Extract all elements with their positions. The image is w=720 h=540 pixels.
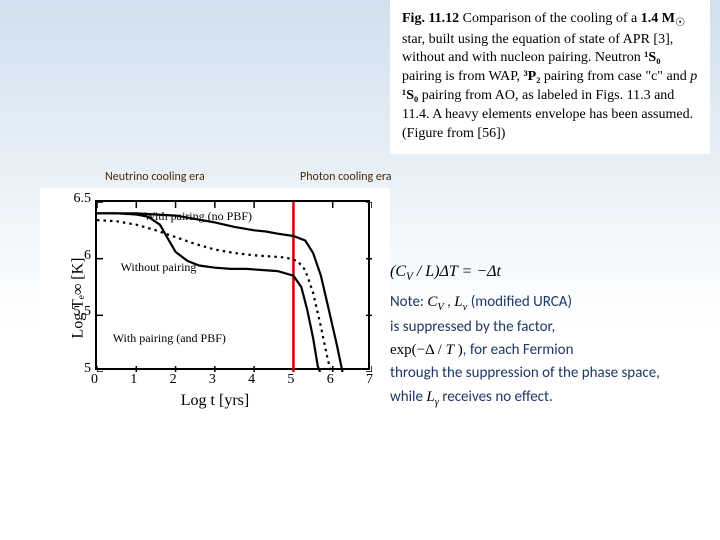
figure-number: Fig. 11.12: [402, 11, 459, 26]
term-1s0-b: ¹S₀: [402, 88, 418, 103]
x-tick: 5: [287, 372, 294, 388]
sun-symbol: ☉: [675, 16, 685, 29]
term-1s0: ¹S₀: [644, 50, 660, 65]
y-tick: 6: [65, 248, 91, 264]
note-text: through the suppression of the phase spa…: [390, 362, 710, 385]
cooling-chart: Log Tₑ∞ [K] Log t [yrs] With pairing (no…: [40, 188, 390, 408]
equation-notes: (CV / L)ΔT = −Δt Note: CV , Lν (modified…: [390, 260, 710, 411]
plot-svg: [97, 202, 372, 372]
curve-label: With pairing (no PBF): [144, 209, 252, 224]
plot-area: With pairing (no PBF) Without pairing With…: [95, 200, 370, 370]
caption-text: star, built using the equation of state …: [402, 32, 673, 66]
curve-label: With pairing (and PBF): [113, 331, 226, 346]
note-text: receives no effect.: [439, 388, 553, 406]
term-3p2: ³P₂: [523, 69, 540, 84]
y-tick: 6.5: [65, 191, 91, 207]
x-axis-label: Log t [yrs]: [181, 392, 249, 410]
figure-caption: Fig. 11.12 Comparison of the cooling of …: [390, 0, 710, 154]
caption-text: pairing is from WAP,: [402, 69, 523, 84]
note-text: (modified URCA): [467, 293, 572, 311]
y-tick: 5.5: [65, 304, 91, 320]
x-tick: 7: [366, 372, 373, 388]
equation: (CV / L)ΔT = −Δt: [390, 263, 501, 280]
x-tick: 2: [170, 372, 177, 388]
caption-text: pairing from case "c" and: [540, 69, 690, 84]
caption-text: Comparison of the cooling of a: [459, 11, 641, 26]
curve-label: Without pairing: [121, 260, 197, 275]
y-axis-label: Log Tₑ∞ [K]: [69, 258, 87, 339]
photon-era-label: Photon cooling era: [300, 170, 392, 184]
x-tick: 6: [327, 372, 334, 388]
proton-p: p: [690, 69, 697, 84]
x-tick: 1: [130, 372, 137, 388]
x-tick: 3: [209, 372, 216, 388]
note-text: Note:: [390, 293, 427, 311]
x-tick: 0: [91, 372, 98, 388]
caption-mass: 1.4 M: [641, 11, 675, 26]
x-tick: 4: [248, 372, 255, 388]
note-text: while: [390, 388, 426, 406]
caption-text: pairing from AO, as labeled in Figs. 11.…: [402, 88, 693, 141]
neutrino-era-label: Neutrino cooling era: [105, 170, 205, 184]
y-tick: 5: [65, 361, 91, 377]
note-text: is suppressed by the factor,: [390, 316, 710, 339]
